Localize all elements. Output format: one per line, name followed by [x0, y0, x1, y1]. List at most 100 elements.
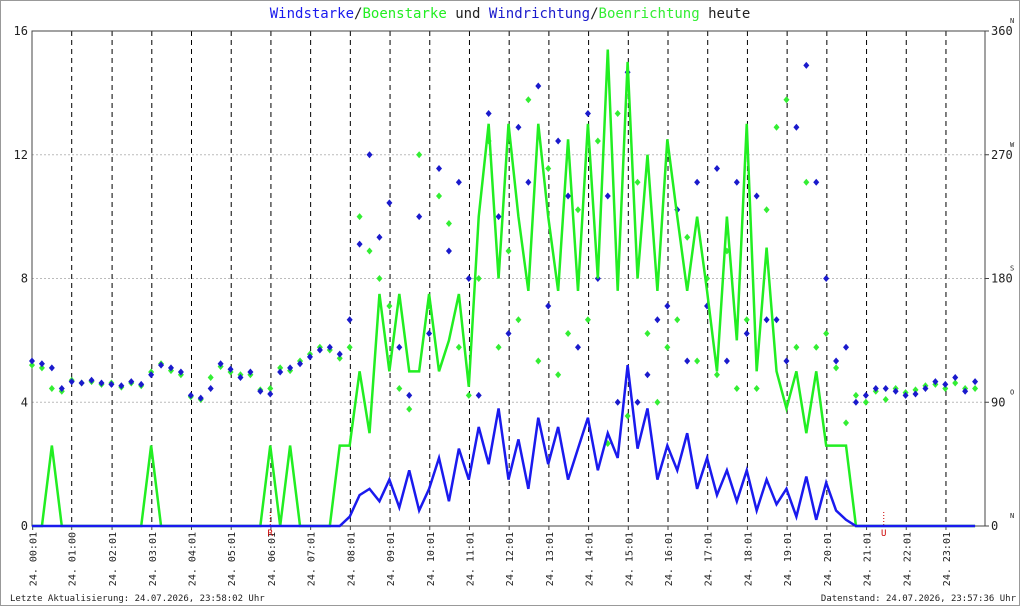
direction-point — [217, 360, 224, 368]
direction-point — [952, 379, 959, 387]
direction-point — [108, 380, 115, 388]
direction-point — [396, 343, 403, 351]
x-tick-label: 24. 02:01 — [108, 532, 119, 586]
direction-point — [297, 360, 304, 368]
direction-point — [138, 380, 145, 388]
direction-point — [326, 343, 333, 351]
title-connector: / — [590, 6, 598, 22]
direction-point — [426, 330, 433, 337]
x-tick-label: 24. 14:01 — [585, 532, 596, 586]
direction-point — [267, 385, 274, 392]
direction-point — [445, 220, 452, 227]
x-tick-label: 24. 15:01 — [624, 532, 635, 586]
x-tick-label: 24. 01:00 — [68, 532, 79, 586]
direction-point — [495, 213, 502, 221]
direction-point — [793, 123, 800, 131]
x-tick-label: 24. 13:01 — [545, 532, 556, 586]
y-tick-label: 16 — [14, 24, 28, 38]
x-tick-label: 24. 19:01 — [783, 532, 794, 586]
direction-point — [803, 178, 810, 186]
direction-point — [118, 382, 125, 390]
direction-point — [555, 371, 562, 379]
title-series: Boenstarke — [362, 6, 446, 22]
direction-point — [733, 385, 740, 392]
direction-point — [455, 178, 462, 186]
direction-point — [247, 368, 254, 376]
direction-point — [942, 385, 949, 392]
title-connector: / — [354, 6, 362, 22]
direction-point — [872, 385, 879, 392]
direction-point — [892, 387, 899, 395]
direction-point — [128, 378, 135, 386]
direction-point — [465, 275, 472, 282]
direction-point — [694, 178, 701, 186]
direction-point — [614, 398, 621, 406]
direction-point — [336, 350, 343, 358]
title-series: Windstarke — [270, 6, 354, 22]
direction-point — [624, 412, 631, 420]
y-tick-label: 12 — [14, 148, 28, 162]
direction-point — [495, 343, 502, 351]
direction-point — [634, 178, 641, 186]
direction-point — [664, 302, 671, 310]
direction-point — [207, 385, 214, 392]
direction-point — [594, 137, 601, 145]
direction-point — [58, 385, 65, 392]
direction-point — [723, 357, 730, 365]
direction-point — [763, 316, 770, 324]
direction-point — [565, 330, 572, 337]
direction-point — [862, 391, 869, 399]
direction-point — [882, 385, 889, 392]
direction-point — [862, 398, 869, 406]
series-line — [32, 364, 976, 528]
direction-point — [455, 343, 462, 351]
direction-point — [773, 316, 780, 324]
annotation: U — [881, 529, 886, 539]
direction-point — [753, 385, 760, 392]
direction-point — [406, 391, 413, 399]
x-tick-label: 24. 21:01 — [863, 532, 874, 586]
direction-point — [525, 178, 532, 186]
x-tick-label: 24. 08:01 — [346, 532, 357, 586]
direction-point — [803, 61, 810, 69]
direction-point — [306, 353, 313, 361]
direction-point — [207, 374, 214, 381]
direction-point — [277, 368, 284, 376]
direction-point — [574, 206, 581, 214]
x-tick-label: 24. 06:01 — [267, 532, 278, 586]
direction-point — [574, 343, 581, 351]
y-tick-label: 4 — [21, 395, 28, 409]
direction-point — [167, 364, 174, 372]
direction-point — [316, 346, 323, 354]
direction-point — [158, 361, 165, 369]
direction-point — [972, 378, 979, 386]
direction-point — [148, 371, 155, 379]
direction-point — [833, 364, 840, 372]
direction-point — [614, 110, 621, 117]
direction-point — [912, 386, 919, 394]
direction-point — [654, 398, 661, 406]
direction-point — [783, 96, 790, 104]
direction-point — [813, 178, 820, 186]
y2-tick-label: 270 — [991, 148, 1013, 162]
direction-point — [753, 192, 760, 200]
direction-point — [356, 240, 363, 248]
direction-point — [48, 364, 55, 372]
direction-point — [555, 137, 562, 145]
direction-point — [932, 378, 939, 386]
direction-point — [783, 357, 790, 365]
direction-point — [962, 387, 969, 395]
direction-point — [416, 213, 423, 221]
direction-point — [287, 364, 294, 372]
y2-tick-letter: O — [1010, 388, 1014, 396]
chart-title: Windstarke/Boenstarke und Windrichtung/B… — [270, 6, 751, 22]
direction-point — [38, 364, 45, 372]
direction-point — [733, 178, 740, 186]
direction-point — [674, 316, 681, 324]
direction-point — [545, 165, 552, 172]
x-tick-label: 24. 04:01 — [188, 532, 199, 586]
direction-point — [972, 385, 979, 392]
direction-point — [902, 391, 909, 399]
direction-point — [713, 165, 720, 172]
